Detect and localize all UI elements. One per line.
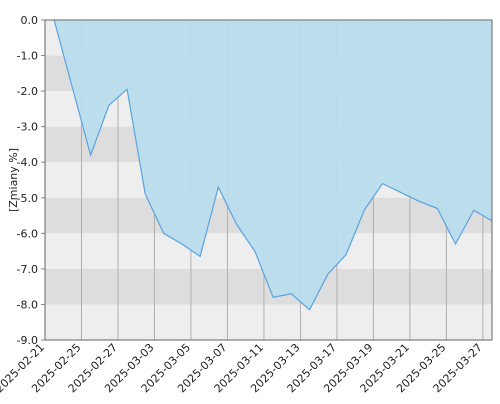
y-tick-label: -2.0 (17, 85, 38, 98)
y-tick-label: -8.0 (17, 298, 38, 311)
y-tick-label: -1.0 (17, 50, 38, 63)
area (54, 20, 492, 310)
y-tick-label: -5.0 (17, 192, 38, 205)
y-tick-label: -9.0 (17, 334, 38, 347)
line (53, 19, 493, 311)
y-tick-label: -7.0 (17, 263, 38, 276)
y-axis-label: [Zmiany %] (7, 148, 20, 212)
y-tick-label: -6.0 (17, 227, 38, 240)
y-tick-label: -4.0 (17, 156, 38, 169)
y-tick-label: -3.0 (17, 121, 38, 134)
y-tick-label: 0.0 (21, 14, 39, 27)
plot-frame (44, 19, 493, 341)
grid-band (45, 304, 492, 340)
